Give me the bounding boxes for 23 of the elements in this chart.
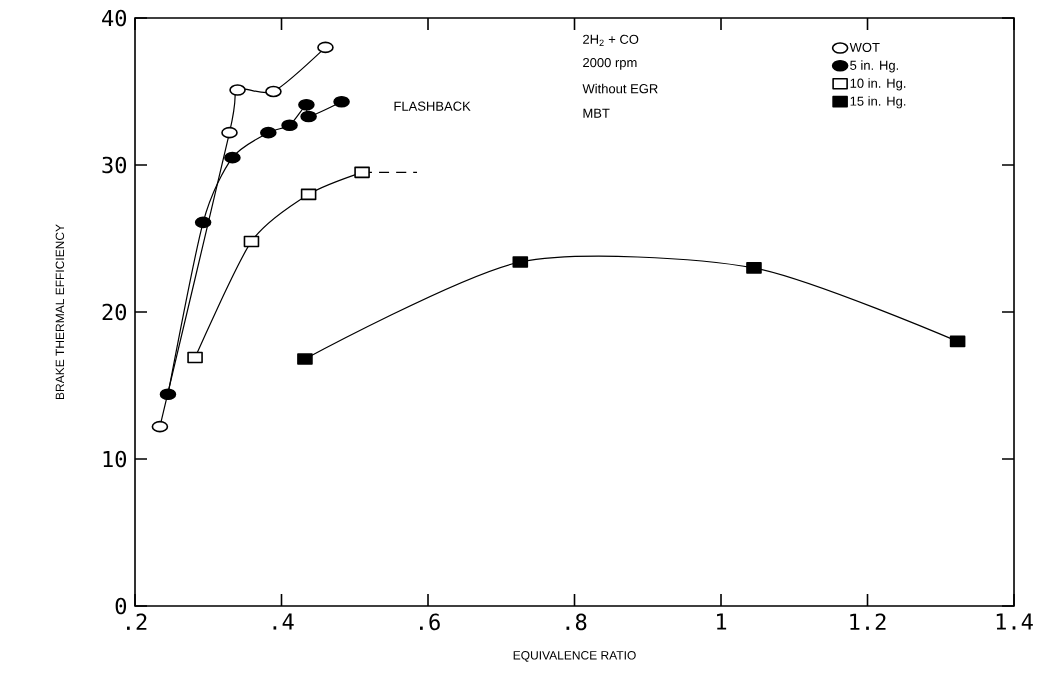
x-tick-label: 1.4	[996, 613, 1033, 630]
x-axis-title: EQUIVALENCE RATIO	[513, 651, 636, 662]
x-tick-label: 1	[717, 613, 727, 630]
legend-label: 10 in. Hg.	[850, 78, 906, 91]
y-tick-label: 0	[115, 597, 127, 615]
x-tick-label: .8	[566, 613, 587, 631]
annotation: FLASHBACK	[394, 101, 471, 111]
legend-label: WOT	[849, 42, 880, 52]
y-tick-label: 10	[103, 450, 127, 468]
legend-label: 15 in. Hg.	[850, 96, 906, 109]
annotation: 2000 rpm	[583, 57, 637, 70]
x-tick-label: .4	[273, 613, 294, 630]
annotation: Without EGR	[582, 83, 658, 94]
annotation: 2H$_{2}$ + CO	[583, 34, 639, 46]
annotation: MBT	[583, 108, 610, 118]
x-tick-label: 1.2	[850, 613, 886, 630]
x-tick-label: .6	[420, 613, 440, 631]
y-tick-label: 40	[102, 9, 127, 27]
legend-label: 5 in. Hg.	[850, 60, 899, 73]
y-tick-label: 20	[102, 303, 127, 321]
y-axis-title: BRAKE THERMAL EFFICIENCY	[55, 224, 65, 400]
x-tick-label: .2	[127, 613, 147, 630]
y-tick-label: 30	[102, 156, 127, 174]
